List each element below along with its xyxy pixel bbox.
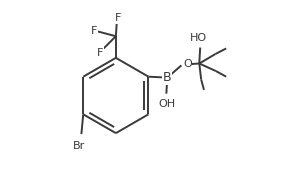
Text: F: F [97, 48, 103, 57]
Text: Br: Br [73, 141, 86, 151]
Text: F: F [115, 13, 121, 23]
Text: B: B [163, 71, 172, 84]
Text: O: O [183, 59, 192, 70]
Text: F: F [91, 26, 97, 36]
Text: HO: HO [189, 33, 207, 43]
Text: OH: OH [159, 99, 176, 109]
